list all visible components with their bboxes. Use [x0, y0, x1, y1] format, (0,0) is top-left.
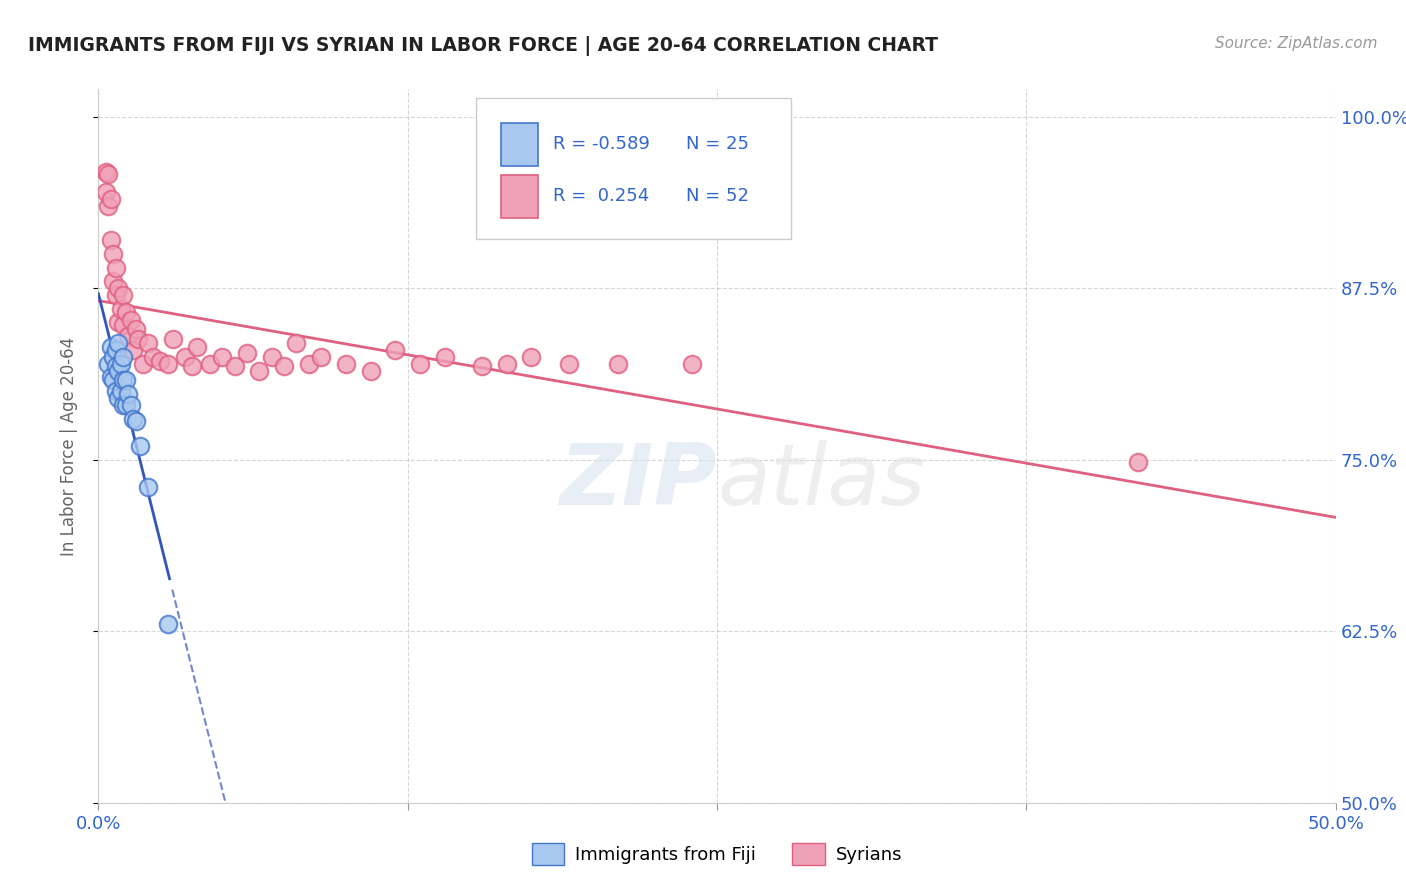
- Point: [471, 359, 494, 374]
- Point: [120, 312, 142, 326]
- Point: [409, 357, 432, 371]
- Point: [122, 411, 145, 425]
- Text: N = 52: N = 52: [686, 186, 749, 204]
- Point: [335, 357, 357, 371]
- Point: [162, 332, 184, 346]
- Legend: Immigrants from Fiji, Syrians: Immigrants from Fiji, Syrians: [524, 836, 910, 872]
- Point: [124, 322, 146, 336]
- Point: [298, 357, 321, 371]
- Point: [110, 301, 132, 316]
- Point: [142, 350, 165, 364]
- Point: [107, 316, 129, 330]
- Point: [247, 363, 270, 377]
- Point: [198, 357, 221, 371]
- Point: [273, 359, 295, 374]
- Point: [107, 281, 129, 295]
- Point: [103, 247, 125, 261]
- Point: [104, 359, 127, 374]
- Text: N = 25: N = 25: [686, 136, 749, 153]
- Text: Source: ZipAtlas.com: Source: ZipAtlas.com: [1215, 36, 1378, 51]
- Point: [1126, 455, 1149, 469]
- Text: ZIP: ZIP: [560, 440, 717, 524]
- Point: [112, 288, 135, 302]
- Point: [110, 357, 132, 371]
- Point: [117, 387, 139, 401]
- Point: [149, 354, 172, 368]
- Point: [94, 164, 117, 178]
- Text: IMMIGRANTS FROM FIJI VS SYRIAN IN LABOR FORCE | AGE 20-64 CORRELATION CHART: IMMIGRANTS FROM FIJI VS SYRIAN IN LABOR …: [28, 36, 938, 55]
- Point: [110, 384, 132, 398]
- Point: [186, 340, 208, 354]
- Point: [114, 373, 136, 387]
- Point: [136, 336, 159, 351]
- Point: [112, 318, 135, 333]
- Point: [112, 350, 135, 364]
- Point: [181, 359, 204, 374]
- Point: [260, 350, 283, 364]
- Point: [112, 373, 135, 387]
- Point: [607, 357, 630, 371]
- Point: [107, 391, 129, 405]
- Point: [103, 274, 125, 288]
- Point: [112, 398, 135, 412]
- Point: [174, 350, 197, 364]
- Point: [433, 350, 456, 364]
- Point: [97, 167, 120, 181]
- Point: [104, 260, 127, 275]
- Point: [120, 398, 142, 412]
- Point: [94, 185, 117, 199]
- Point: [129, 439, 152, 453]
- Point: [103, 373, 125, 387]
- Point: [100, 233, 122, 247]
- Point: [114, 304, 136, 318]
- Point: [285, 336, 308, 351]
- Point: [104, 384, 127, 398]
- Point: [360, 363, 382, 377]
- Point: [136, 480, 159, 494]
- Point: [114, 398, 136, 412]
- FancyBboxPatch shape: [501, 123, 537, 166]
- Point: [557, 357, 579, 371]
- Point: [107, 336, 129, 351]
- Point: [100, 370, 122, 384]
- Text: atlas: atlas: [717, 440, 925, 524]
- Point: [124, 414, 146, 428]
- FancyBboxPatch shape: [501, 175, 537, 218]
- Y-axis label: In Labor Force | Age 20-64: In Labor Force | Age 20-64: [59, 336, 77, 556]
- Point: [97, 357, 120, 371]
- Point: [104, 288, 127, 302]
- Point: [309, 350, 332, 364]
- Point: [100, 340, 122, 354]
- Point: [236, 345, 259, 359]
- Point: [117, 329, 139, 343]
- Point: [132, 357, 155, 371]
- Point: [224, 359, 246, 374]
- Point: [127, 332, 149, 346]
- Text: R =  0.254: R = 0.254: [553, 186, 648, 204]
- Point: [122, 343, 145, 357]
- Point: [107, 363, 129, 377]
- Point: [495, 357, 517, 371]
- Point: [681, 357, 703, 371]
- Point: [97, 199, 120, 213]
- Point: [156, 357, 179, 371]
- Point: [104, 343, 127, 357]
- Point: [156, 617, 179, 632]
- Point: [100, 192, 122, 206]
- Point: [520, 350, 543, 364]
- FancyBboxPatch shape: [475, 98, 792, 239]
- Text: R = -0.589: R = -0.589: [553, 136, 650, 153]
- Point: [384, 343, 406, 357]
- Point: [211, 350, 233, 364]
- Point: [103, 350, 125, 364]
